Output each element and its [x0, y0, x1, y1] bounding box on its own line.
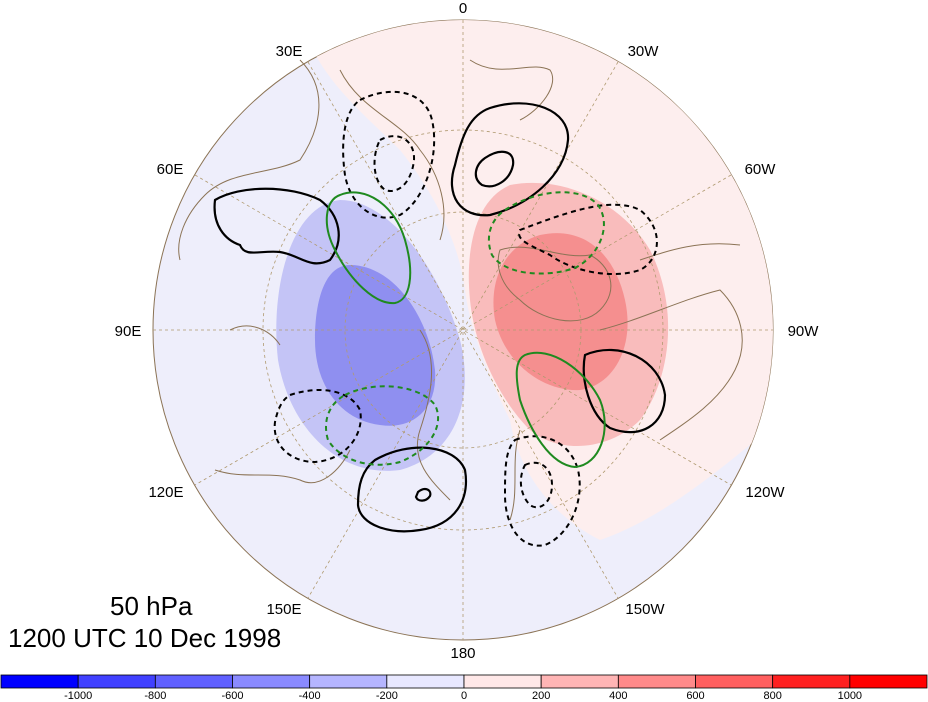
contour-black-solid-4 — [582, 349, 667, 434]
colorbar-tick-label: 600 — [686, 690, 704, 702]
colorbar-box — [463, 674, 542, 689]
black-solid-contours — [213, 102, 667, 533]
label-lon-150e: 150E — [266, 601, 301, 618]
shading-layer — [276, 20, 773, 540]
contour-green-solid-1 — [325, 191, 412, 305]
label-lon-30e: 30E — [276, 43, 303, 60]
colorbar-tick-label: -200 — [376, 690, 398, 702]
label-lon-60e: 60E — [157, 161, 184, 178]
colorbar-tick-label: 200 — [532, 690, 550, 702]
label-lon-90e: 90E — [115, 323, 142, 340]
contour-black-dashed-3 — [518, 203, 658, 276]
contour-black-solid-1 — [450, 102, 570, 217]
contour-black-dashed-6 — [519, 461, 554, 509]
contour-black-solid-3 — [213, 187, 340, 265]
label-lon-90w: 90W — [788, 323, 820, 340]
colorbar-box — [77, 674, 156, 689]
colorbar-box — [232, 674, 311, 689]
contour-black-solid-5 — [356, 446, 467, 533]
contour-black-solid-6 — [414, 487, 432, 502]
contour-green-dashed-2 — [325, 385, 440, 466]
graticule — [153, 20, 773, 640]
colorbar-box — [386, 674, 465, 689]
colorbar-tick-label: -600 — [221, 690, 243, 702]
contour-black-dashed-1 — [342, 90, 436, 219]
colorbar-tick-label: 800 — [763, 690, 781, 702]
colorbar-box — [540, 674, 619, 689]
contour-black-dashed-4 — [273, 389, 362, 464]
contour-black-dashed-2 — [373, 135, 416, 192]
colorbar-box — [0, 674, 79, 689]
negative-region-400 — [315, 265, 436, 426]
colorbar-box — [154, 674, 233, 689]
contour-black-dashed-5 — [503, 435, 581, 547]
title-timestamp: 1200 UTC 10 Dec 1998 — [8, 623, 282, 653]
colorbar-tick-label: 400 — [609, 690, 627, 702]
contour-green-solid-2 — [515, 351, 606, 469]
contour-green-dashed-1 — [487, 191, 605, 275]
label-lon-180: 180 — [450, 645, 475, 662]
colorbar-box — [695, 674, 774, 689]
label-lon-150w: 150W — [625, 601, 665, 618]
colorbar-box — [617, 674, 696, 689]
title-pressure-level: 50 hPa — [110, 591, 193, 621]
label-lon-60w: 60W — [745, 161, 777, 178]
colorbar-box — [772, 674, 851, 689]
colorbar-tick-label: -1000 — [64, 690, 92, 702]
label-lon-30w: 30W — [628, 43, 660, 60]
colorbar-tick-label: -400 — [299, 690, 321, 702]
label-lon-120e: 120E — [148, 484, 183, 501]
green-dashed-contours — [325, 191, 605, 466]
colorbar: -1000 -800 -600 -400 -200 0 200 400 600 800 1000 — [0, 674, 928, 702]
longitude-labels: 0 30W 60W 90W 120W 150W 180 150E 120E 90… — [115, 0, 820, 662]
label-lon-120w: 120W — [745, 484, 785, 501]
colorbar-box — [309, 674, 388, 689]
contour-black-solid-2 — [474, 150, 515, 188]
colorbar-tick-label: 1000 — [838, 690, 862, 702]
black-dashed-contours — [273, 90, 658, 547]
colorbar-tick-label: 0 — [461, 690, 467, 702]
green-solid-contours — [325, 191, 606, 469]
colorbar-tick-label: -800 — [144, 690, 166, 702]
colorbar-box — [849, 674, 928, 689]
label-lon-0: 0 — [459, 0, 467, 17]
